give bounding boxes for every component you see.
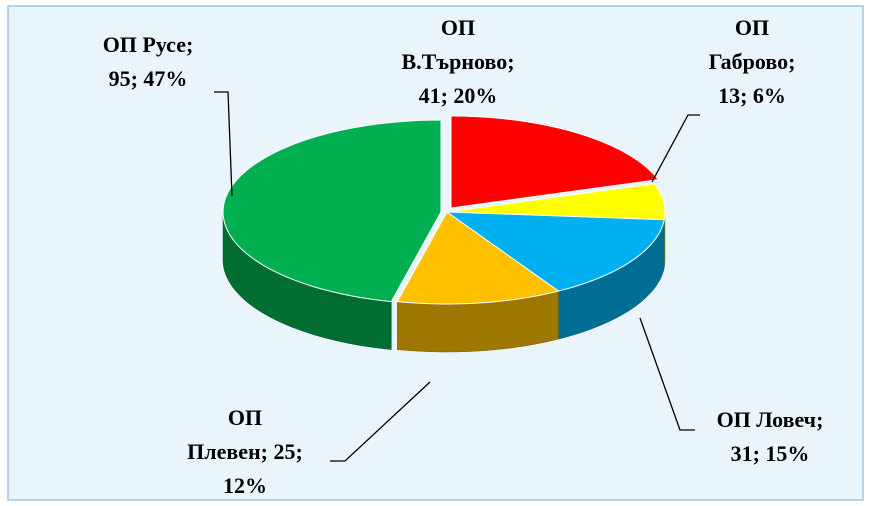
pie-slice <box>446 183 666 221</box>
pie-slice <box>445 211 665 292</box>
data-label: ОП <box>735 15 769 40</box>
leader-line <box>330 381 431 462</box>
leader-line <box>214 91 233 197</box>
data-label: В.Търново; <box>401 49 514 74</box>
data-label: 13; 6% <box>718 83 786 108</box>
data-label: ОП <box>441 15 475 40</box>
data-label: Габрово; <box>709 49 796 74</box>
data-label: ОП Русе; <box>103 32 194 57</box>
data-label: Плевен; 25; <box>187 439 303 464</box>
leader-line <box>651 114 700 183</box>
data-label: ОП <box>228 405 262 430</box>
data-label: 31; 15% <box>731 441 810 466</box>
pie-slice <box>396 211 560 305</box>
data-label: ОП Ловеч; <box>717 407 824 432</box>
labels: ОП В.Търново; 41; 20% ОП Габрово; 13; 6% ОП Ло… <box>103 15 824 498</box>
data-label: 95; 47% <box>109 66 188 91</box>
data-label: 41; 20% <box>419 83 498 108</box>
pie-slice <box>450 115 660 209</box>
leader-line <box>639 317 695 431</box>
pie-slice <box>222 119 442 303</box>
pie <box>222 115 666 353</box>
data-label: 12% <box>223 473 267 498</box>
